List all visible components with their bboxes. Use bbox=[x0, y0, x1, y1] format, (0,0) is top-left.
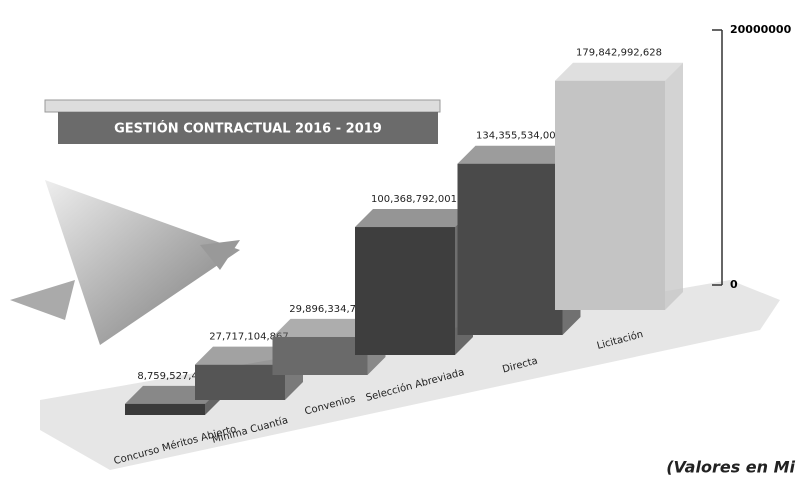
bar-side bbox=[665, 62, 683, 311]
value-label: 8,759,527,462 bbox=[137, 371, 210, 382]
bar-top bbox=[355, 209, 473, 228]
decor-triangle bbox=[10, 280, 75, 320]
bar-top bbox=[457, 145, 581, 164]
bar bbox=[457, 163, 563, 335]
decor-triangle bbox=[200, 240, 240, 270]
bar bbox=[125, 403, 205, 415]
y-tick-label: 0 bbox=[730, 278, 738, 291]
bar bbox=[355, 227, 455, 355]
y-tick-label: 20000000 bbox=[730, 23, 792, 36]
note: (Valores en Mi bbox=[666, 458, 795, 477]
value-label: 134,355,534,003 bbox=[476, 131, 562, 142]
value-label: 100,368,792,001 bbox=[371, 194, 457, 205]
chart-title: GESTIÓN CONTRACTUAL 2016 - 2019 bbox=[114, 121, 382, 137]
value-label: 27,717,104,867 bbox=[209, 332, 289, 343]
banner-top bbox=[44, 99, 441, 113]
bar bbox=[195, 364, 285, 400]
value-label: 29,896,334,727 bbox=[289, 304, 369, 315]
decor-triangle bbox=[45, 180, 240, 345]
banner bbox=[58, 112, 438, 144]
value-label: 179,842,992,628 bbox=[576, 48, 662, 59]
bar-top bbox=[555, 62, 683, 81]
floor bbox=[40, 280, 780, 470]
bar bbox=[555, 80, 665, 310]
bar bbox=[272, 336, 368, 375]
